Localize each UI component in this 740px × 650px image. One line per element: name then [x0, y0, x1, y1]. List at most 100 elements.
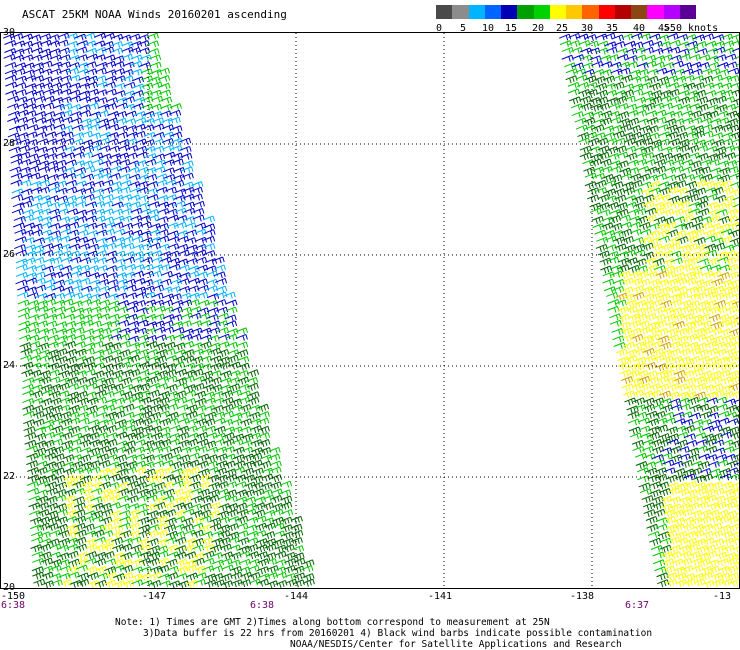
wind-barb	[649, 537, 662, 546]
wind-barb	[650, 144, 663, 152]
wind-barb	[136, 349, 149, 357]
wind-barb	[126, 305, 139, 313]
wind-barb	[90, 312, 103, 320]
wind-barb	[202, 235, 216, 243]
wind-barb	[80, 481, 93, 490]
wind-barb	[140, 417, 153, 426]
wind-barb	[95, 81, 108, 89]
wind-barb	[186, 418, 199, 426]
wind-barb	[104, 398, 117, 406]
wind-barb	[637, 475, 650, 483]
wind-barb	[114, 242, 127, 250]
wind-barb	[714, 194, 727, 203]
wind-barb	[673, 418, 686, 426]
wind-barb	[169, 424, 182, 432]
wind-barb	[207, 510, 221, 519]
wind-barb	[723, 152, 736, 161]
wind-barb	[194, 390, 207, 399]
wind-barb	[268, 453, 281, 461]
wind-barb	[242, 453, 255, 462]
wind-barb	[625, 257, 638, 266]
wind-barb	[228, 361, 241, 370]
wind-barb	[144, 305, 157, 313]
wind-barb	[41, 571, 54, 580]
wind-barb	[85, 53, 99, 61]
wind-barb	[202, 543, 215, 552]
wind-barb	[709, 264, 722, 272]
wind-barb	[721, 439, 734, 447]
wind-barb	[273, 530, 286, 538]
wind-barb	[188, 474, 202, 483]
wind-barb	[627, 418, 640, 426]
wind-barb	[154, 334, 167, 342]
wind-barb	[151, 439, 164, 448]
wind-barb	[597, 194, 610, 203]
wind-barb	[199, 502, 212, 511]
wind-barb	[626, 405, 639, 414]
wind-barb	[205, 432, 218, 440]
wind-barb	[714, 95, 727, 104]
wind-barb	[26, 299, 40, 307]
wind-barb	[128, 522, 141, 531]
wind-barb	[620, 173, 633, 181]
wind-barb	[16, 291, 29, 299]
wind-barb	[93, 54, 106, 61]
wind-barb	[655, 67, 668, 75]
wind-barb	[162, 474, 175, 483]
wind-barb	[261, 467, 274, 475]
wind-barb	[4, 40, 17, 47]
legend-tick-7: 35	[605, 23, 619, 34]
wind-barb	[71, 460, 84, 469]
wind-barb	[57, 552, 70, 561]
wind-barb	[218, 529, 231, 539]
wind-barb	[650, 243, 663, 252]
wind-barb	[169, 446, 183, 455]
wind-barb	[584, 34, 597, 41]
wind-barb	[138, 529, 151, 538]
wind-barb	[705, 391, 718, 400]
wind-barb	[168, 263, 181, 271]
wind-barb	[109, 159, 122, 167]
wind-barb	[676, 291, 689, 300]
wind-barb	[670, 355, 684, 364]
wind-barb	[645, 410, 658, 419]
wind-barb	[159, 432, 172, 440]
wind-barb	[685, 180, 698, 189]
wind-barb	[579, 145, 592, 154]
wind-barb	[637, 417, 651, 425]
wind-barb	[270, 494, 283, 504]
wind-barb	[235, 341, 249, 349]
wind-barb	[89, 452, 102, 460]
wind-barb	[177, 264, 191, 272]
wind-barb	[11, 188, 24, 196]
wind-barb	[77, 425, 90, 433]
wind-barb	[624, 299, 638, 308]
wind-barb	[147, 389, 161, 398]
wind-barb	[132, 243, 145, 251]
wind-barb	[45, 481, 58, 490]
wind-barb	[44, 292, 57, 300]
wind-barb	[596, 137, 609, 146]
wind-barb	[679, 251, 692, 260]
wind-barb	[80, 314, 93, 322]
wind-barb	[78, 270, 91, 278]
wind-barb	[146, 32, 159, 40]
wind-barb	[191, 181, 204, 188]
wind-barb	[678, 244, 691, 253]
wind-barb	[653, 508, 666, 517]
wind-barb	[625, 61, 639, 69]
wind-barb	[667, 186, 680, 195]
wind-barb	[678, 53, 691, 61]
wind-barb	[177, 417, 190, 425]
wind-barb	[4, 48, 17, 55]
wind-barb	[119, 376, 133, 385]
wind-barb	[597, 102, 610, 111]
wind-barb	[629, 377, 642, 386]
wind-barb	[681, 68, 694, 76]
wind-barb	[232, 446, 245, 455]
wind-barb	[29, 34, 42, 42]
wind-barb	[205, 460, 218, 468]
wind-barb	[627, 369, 641, 378]
wind-barb	[641, 39, 654, 47]
wind-barb	[651, 454, 665, 461]
